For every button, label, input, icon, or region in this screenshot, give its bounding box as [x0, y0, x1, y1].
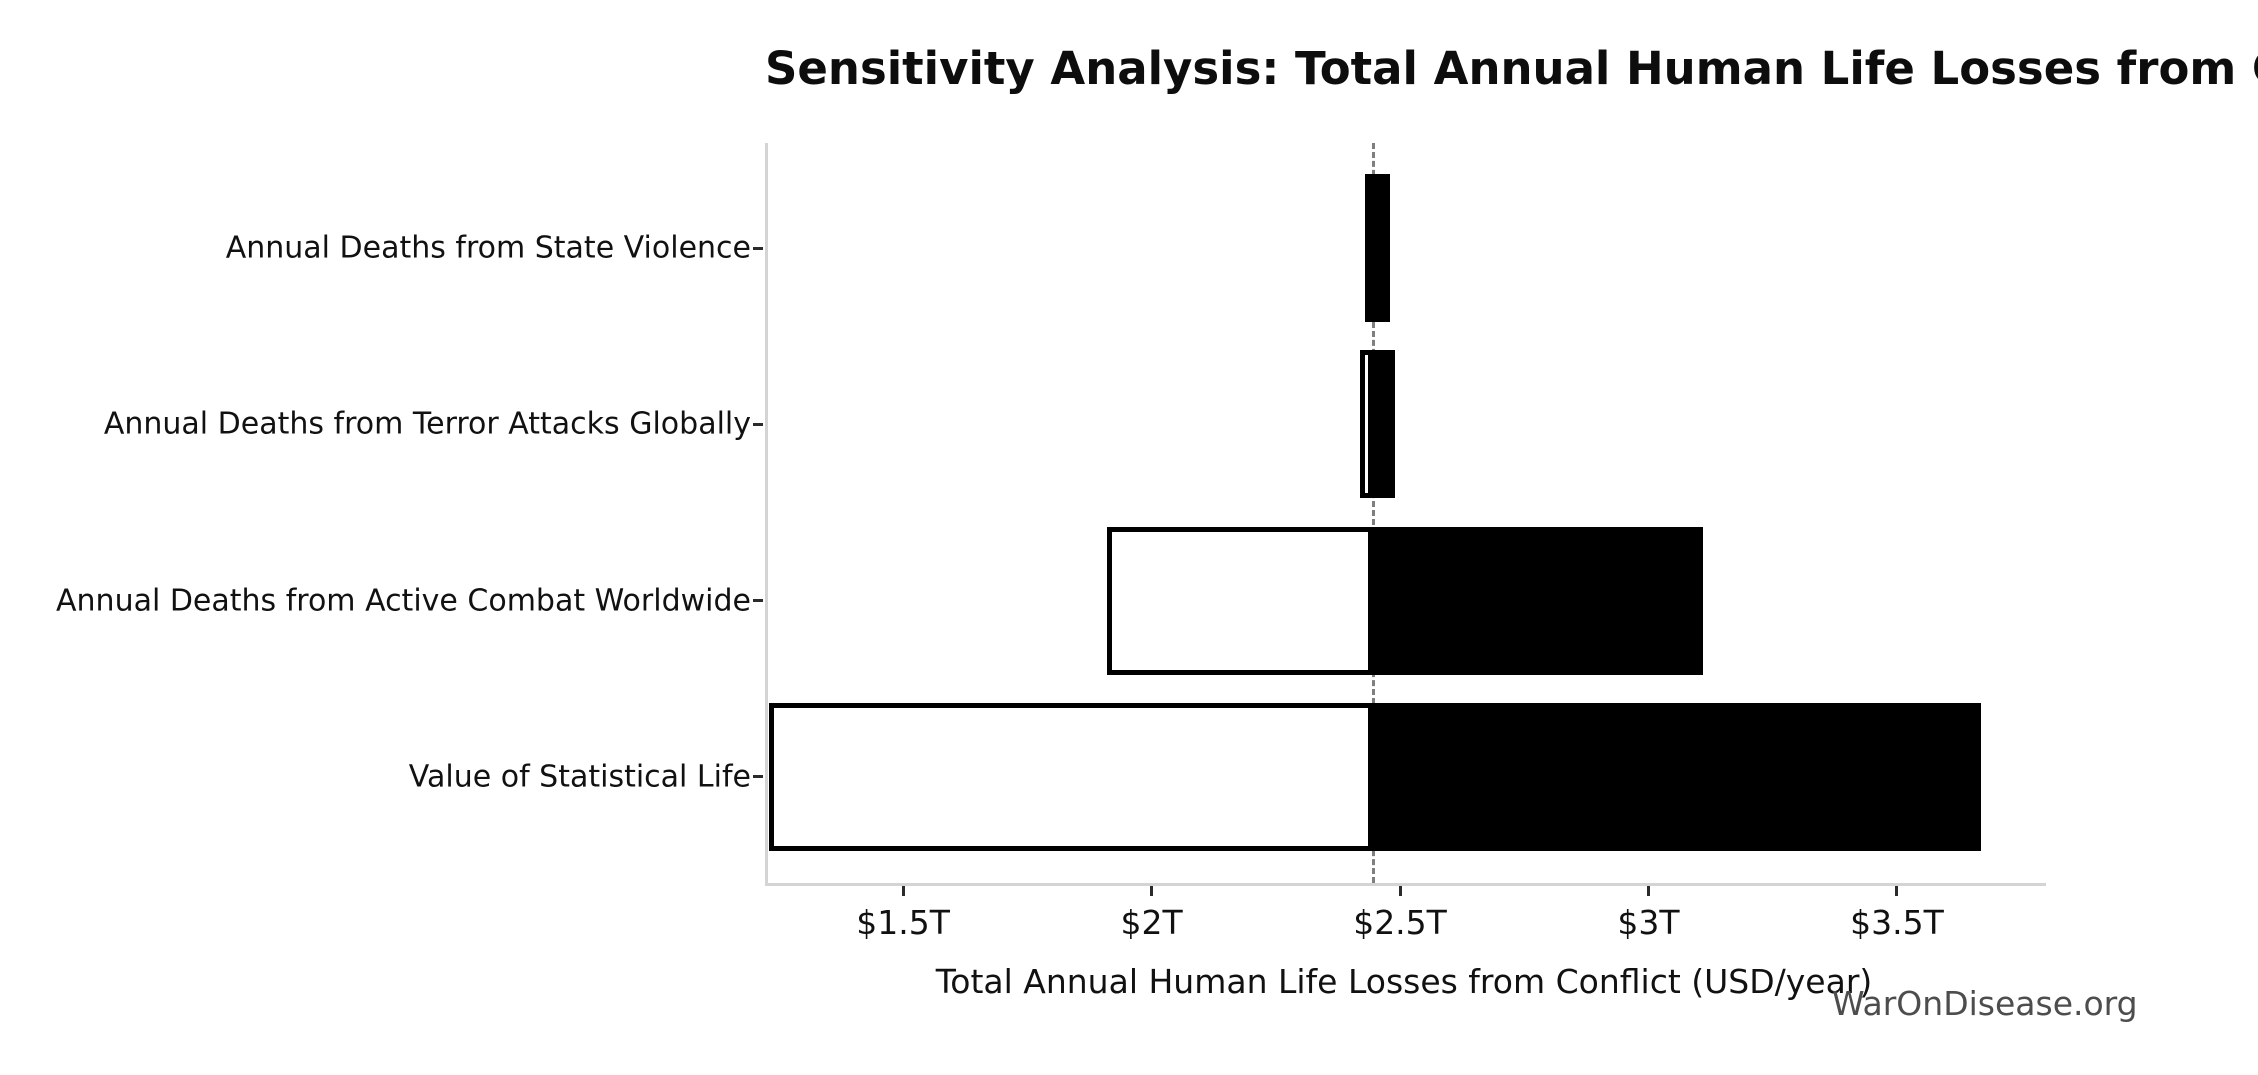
x-axis-label: Total Annual Human Life Losses from Conf… [935, 962, 1873, 1001]
bar-low [1365, 174, 1376, 322]
x-tick-mark [1150, 886, 1154, 896]
bar-high [1373, 526, 1704, 675]
y-tick-mark [753, 246, 763, 250]
x-tick-mark [901, 886, 905, 896]
x-tick-mark [1398, 886, 1402, 896]
baseline-dashed-line [1371, 143, 1375, 883]
y-tick-label: Annual Deaths from Terror Attacks Global… [103, 406, 751, 442]
x-tick-label: $1.5T [856, 903, 950, 942]
x-tick-label: $3T [1617, 903, 1680, 942]
y-tick-mark [753, 775, 763, 779]
bar-high [1373, 350, 1396, 499]
y-tick-label: Annual Deaths from State Violence [225, 230, 751, 266]
x-tick-mark [1895, 886, 1899, 896]
bar-high [1373, 702, 1982, 851]
x-tick-label: $2T [1120, 903, 1183, 942]
x-tick-label: $2.5T [1353, 903, 1447, 942]
plot-area [765, 143, 2046, 886]
bar-low [1106, 526, 1374, 675]
y-tick-label: Value of Statistical Life [408, 759, 751, 795]
bar-low [768, 702, 1374, 851]
x-tick-mark [1646, 886, 1650, 896]
bar-low [1360, 350, 1374, 499]
chart-title: Sensitivity Analysis: Total Annual Human… [765, 42, 2258, 95]
y-tick-mark [753, 422, 763, 426]
watermark: WarOnDisease.org [1832, 984, 2138, 1023]
y-tick-label: Annual Deaths from Active Combat Worldwi… [56, 583, 751, 619]
bar-high [1373, 174, 1391, 322]
x-tick-label: $3.5T [1850, 903, 1944, 942]
y-tick-mark [753, 599, 763, 603]
